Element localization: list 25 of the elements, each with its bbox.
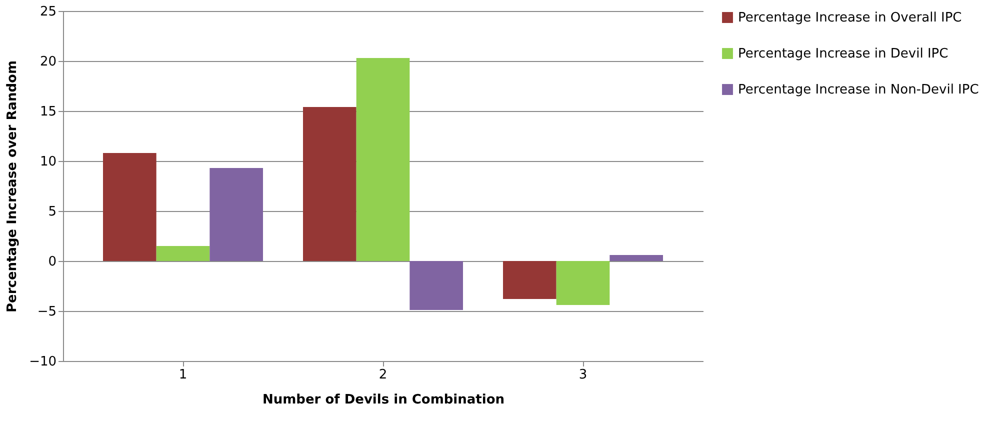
y-tick-label: 0: [48, 254, 56, 270]
x-tick-label: 2: [378, 368, 388, 382]
bar: [610, 255, 663, 261]
bar: [556, 261, 610, 305]
y-axis-title: Percentage Increase over Random: [5, 60, 20, 313]
y-tick-label: 10: [40, 154, 56, 170]
y-tick-label: −10: [29, 354, 56, 370]
bar: [356, 58, 410, 261]
legend-label: Percentage Increase in Overall IPC: [738, 10, 962, 26]
legend-label: Percentage Increase in Non-Devil IPC: [738, 82, 979, 98]
y-tick-label: 20: [40, 54, 56, 70]
bar: [103, 153, 156, 261]
bar: [210, 168, 263, 261]
x-axis-title: Number of Devils in Combination: [262, 392, 505, 408]
bar: [303, 107, 356, 261]
y-tick-label: −5: [37, 304, 56, 320]
bar: [410, 261, 463, 310]
x-tick-label: 3: [578, 368, 588, 382]
y-tick-label: 5: [48, 204, 56, 220]
bar: [156, 246, 210, 261]
bar: [503, 261, 556, 299]
x-tick-label: 1: [178, 368, 188, 382]
y-tick-label: 15: [40, 104, 56, 120]
legend-label: Percentage Increase in Devil IPC: [738, 46, 948, 62]
y-tick-label: 25: [40, 4, 56, 20]
